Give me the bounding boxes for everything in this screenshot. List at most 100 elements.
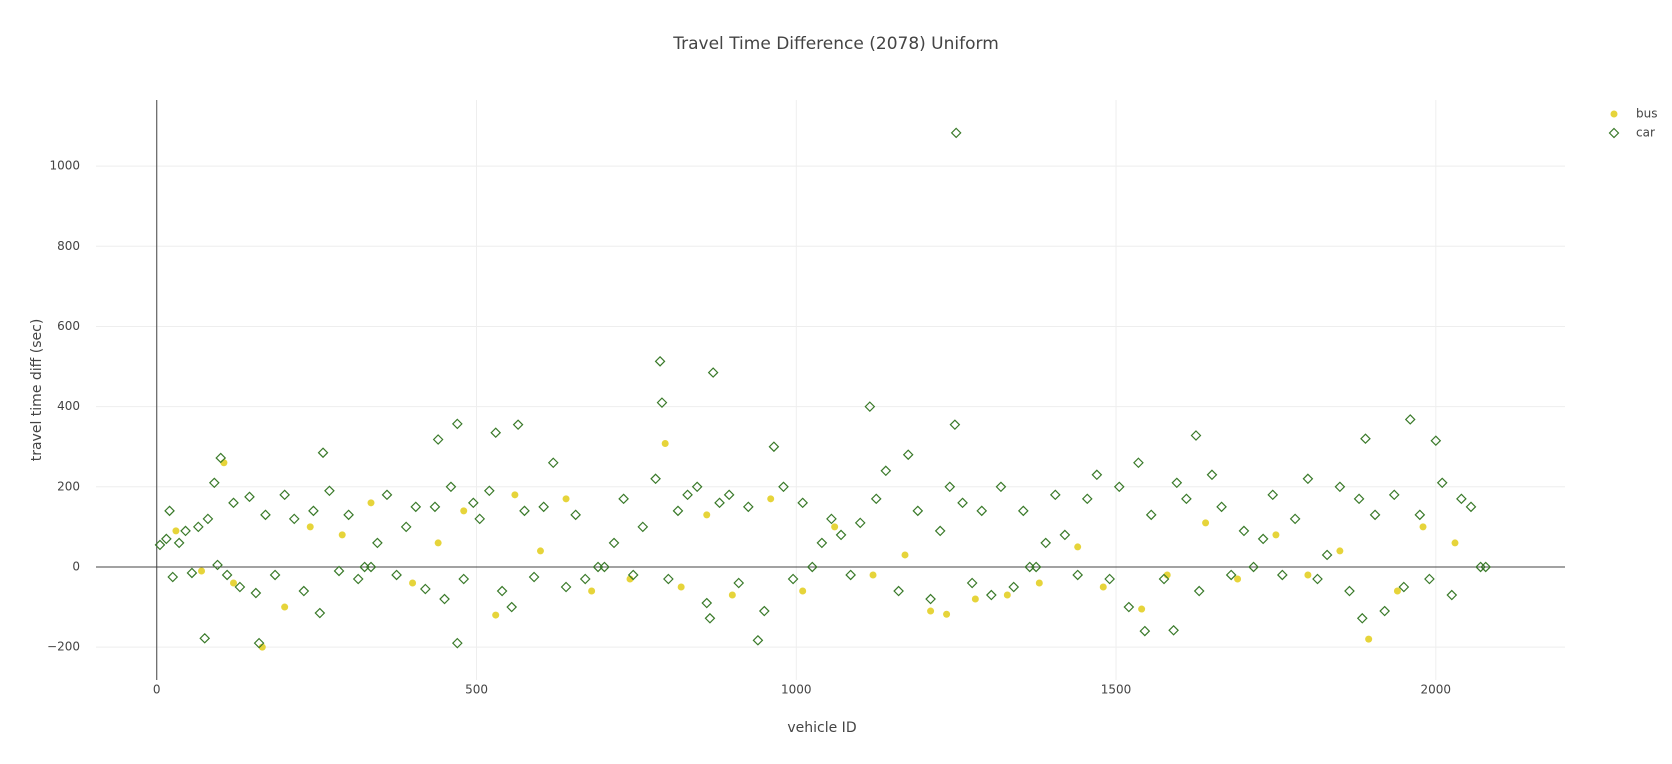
point — [864, 401, 876, 412]
point — [172, 527, 180, 535]
point — [451, 418, 463, 430]
point — [381, 489, 393, 501]
point — [512, 419, 524, 431]
legend-label: bus — [1636, 107, 1657, 121]
point — [391, 569, 402, 581]
point — [869, 571, 877, 579]
point — [410, 501, 422, 513]
point — [372, 537, 383, 549]
point — [826, 513, 837, 525]
point — [1081, 493, 1093, 505]
point — [985, 589, 997, 601]
point — [400, 521, 412, 533]
point — [768, 441, 780, 453]
point — [934, 525, 946, 537]
y-tick-label: −200 — [47, 640, 80, 654]
point — [950, 127, 962, 139]
point — [496, 585, 508, 597]
point — [767, 495, 775, 503]
point — [870, 493, 882, 505]
point — [208, 477, 220, 489]
point — [536, 547, 544, 555]
chart-title: Travel Time Difference (2078) Uniform — [672, 34, 999, 54]
point — [458, 573, 470, 585]
point — [966, 577, 978, 589]
point — [439, 593, 450, 605]
point — [618, 493, 629, 505]
point — [701, 597, 713, 609]
point — [429, 501, 441, 513]
point — [957, 497, 968, 509]
point — [244, 491, 255, 503]
point — [186, 567, 198, 579]
point — [192, 521, 204, 533]
point — [483, 485, 495, 497]
point — [1451, 539, 1459, 547]
point — [1145, 509, 1157, 521]
point — [308, 505, 319, 517]
point — [1238, 525, 1250, 537]
point — [1138, 605, 1146, 613]
legend-marker — [1610, 110, 1618, 118]
point — [1206, 469, 1218, 481]
point — [579, 573, 591, 585]
point — [298, 585, 310, 597]
point — [845, 569, 856, 581]
point — [663, 573, 674, 585]
point — [1276, 569, 1288, 581]
point — [1388, 489, 1400, 501]
point — [1365, 635, 1373, 643]
point — [944, 481, 956, 493]
point — [703, 511, 711, 519]
point — [1104, 573, 1115, 585]
point — [1074, 543, 1082, 551]
point — [656, 397, 668, 408]
point — [409, 579, 417, 587]
point — [490, 427, 502, 439]
point — [253, 637, 265, 649]
point — [288, 513, 300, 525]
point — [893, 585, 904, 597]
point — [854, 517, 866, 529]
point — [1369, 509, 1381, 521]
point — [260, 509, 271, 521]
point — [637, 521, 649, 533]
point — [672, 505, 684, 517]
point — [1398, 581, 1410, 593]
point — [1419, 523, 1427, 531]
point — [588, 587, 596, 595]
point — [420, 583, 431, 595]
point — [1430, 435, 1442, 447]
point — [880, 465, 892, 477]
point — [728, 591, 736, 599]
point — [365, 561, 377, 573]
point — [608, 537, 620, 549]
point — [1424, 573, 1435, 585]
point — [164, 505, 175, 517]
point — [1139, 625, 1151, 637]
point — [1171, 477, 1183, 489]
point — [682, 489, 693, 501]
point — [1035, 579, 1043, 587]
point — [180, 525, 191, 537]
point — [343, 509, 354, 521]
point — [1216, 501, 1227, 513]
point — [704, 612, 716, 624]
x-tick-label: 2000 — [1421, 683, 1452, 697]
point — [212, 559, 223, 571]
point — [1225, 569, 1237, 581]
legend-label: car — [1636, 126, 1655, 140]
y-tick-label: 1000 — [49, 159, 80, 173]
point — [758, 605, 770, 617]
x-tick-label: 0 — [153, 683, 161, 697]
point — [1113, 481, 1125, 493]
point — [1017, 505, 1029, 517]
point — [1334, 481, 1346, 493]
point — [650, 473, 661, 485]
point — [1091, 469, 1103, 481]
point — [229, 579, 237, 587]
point — [451, 637, 463, 649]
point — [506, 601, 518, 613]
point — [599, 561, 610, 573]
